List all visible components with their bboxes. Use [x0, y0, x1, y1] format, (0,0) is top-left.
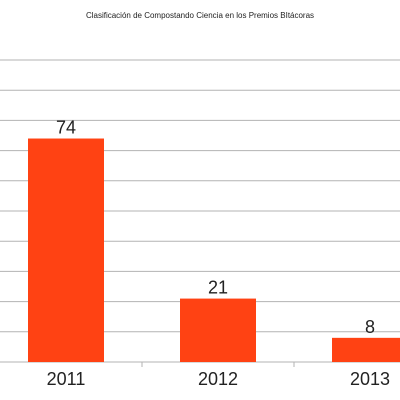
data-label-2012: 21 [208, 278, 228, 298]
data-label-2011: 74 [56, 118, 76, 138]
bar-group [28, 138, 400, 362]
data-label-2013: 8 [365, 317, 375, 337]
x-tick-label-group: 2011 2012 2013 [47, 369, 390, 389]
bar-2011 [28, 138, 104, 362]
chart-title: Clasificación de Compostando Ciencia en … [85, 11, 315, 20]
data-label-group: 74 21 8 [56, 118, 375, 337]
x-tick-label-2012: 2012 [198, 369, 238, 389]
x-tick-label-2013: 2013 [350, 369, 390, 389]
bar-2012 [180, 298, 256, 362]
x-tick-label-2011: 2011 [47, 369, 86, 389]
bar-2013 [332, 337, 400, 362]
